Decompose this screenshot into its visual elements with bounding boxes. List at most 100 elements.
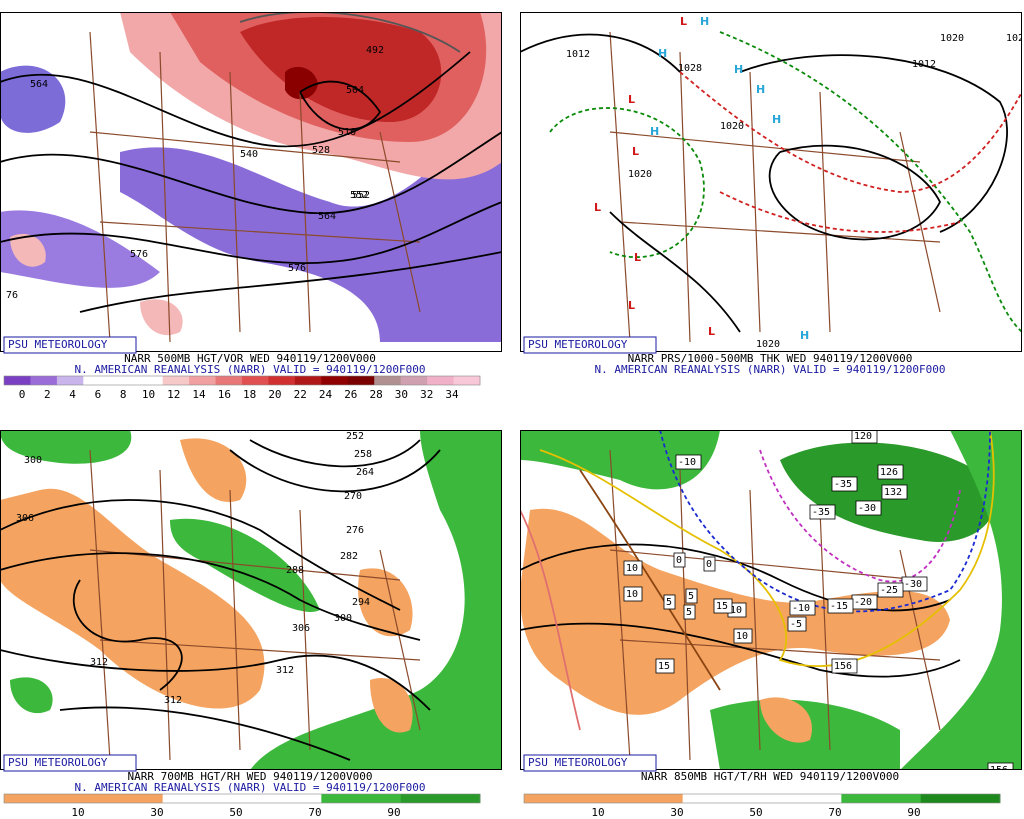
contour xyxy=(0,131,502,215)
map-label: 576 xyxy=(288,263,306,274)
state-border xyxy=(229,489,241,751)
map-label: 516 xyxy=(338,127,356,138)
map-shading xyxy=(0,430,132,464)
caption: NARR 500MB HGT/VOR WED 940119/1200V000 xyxy=(124,352,376,365)
colorbar-label: 12 xyxy=(167,388,180,401)
contour xyxy=(520,622,961,678)
colorbar-label: 32 xyxy=(420,388,433,401)
colorbar-segment xyxy=(920,794,1001,803)
map-shading xyxy=(0,65,66,133)
map-label: 312 xyxy=(90,657,108,668)
state-border xyxy=(99,639,421,661)
label-box xyxy=(685,588,698,604)
colorbar-frame xyxy=(3,375,481,386)
state-border xyxy=(159,51,171,343)
map-label: 1020 xyxy=(720,121,744,132)
map-label: 1020 xyxy=(940,33,964,44)
pressure-center: H xyxy=(772,113,781,126)
map-label: 564 xyxy=(318,211,336,222)
colorbar-frame xyxy=(523,793,1001,804)
state-border xyxy=(749,489,761,751)
colorbar-segment xyxy=(215,376,243,385)
map-label: 5 xyxy=(688,591,694,602)
colorbar-label: 50 xyxy=(749,806,762,819)
logo: PSU METEOROLOGY xyxy=(528,756,628,769)
pressure-center: L xyxy=(632,145,639,158)
caption: NARR 850MB HGT/T/RH WED 940119/1200V000 xyxy=(641,770,899,783)
contour xyxy=(0,649,431,711)
label-box xyxy=(675,454,702,470)
subcaption: N. AMERICAN REANALYSIS (NARR) VALID = 94… xyxy=(595,363,946,376)
contour xyxy=(249,439,421,468)
map-label: 10 xyxy=(736,631,748,642)
state-border xyxy=(609,449,631,761)
state-border xyxy=(609,131,921,163)
label-box xyxy=(877,464,904,480)
colorbar-segment xyxy=(162,794,243,803)
colorbar-segment xyxy=(321,794,402,803)
colorbar-label: 2 xyxy=(44,388,51,401)
contour xyxy=(520,543,951,612)
state-border xyxy=(89,131,401,163)
label-box xyxy=(673,552,686,568)
map-label: 1012 xyxy=(912,59,936,70)
pressure-center: L xyxy=(708,325,715,338)
state-border xyxy=(819,91,831,333)
colorbar-label: 26 xyxy=(344,388,357,401)
colorbar-label: 24 xyxy=(319,388,333,401)
label-box xyxy=(663,594,676,610)
state-border xyxy=(819,509,831,751)
label-box xyxy=(683,604,696,620)
colorbar-label: 34 xyxy=(445,388,459,401)
map-frame xyxy=(520,12,1022,352)
map-shading xyxy=(10,233,46,267)
map-label: 5 xyxy=(686,607,692,618)
label-box xyxy=(855,500,882,516)
label-box xyxy=(623,586,643,602)
label-box xyxy=(703,556,716,572)
label-box xyxy=(827,598,854,614)
colorbar-label: 30 xyxy=(670,806,683,819)
map-label: -10 xyxy=(678,457,696,468)
map-label: 156 xyxy=(990,765,1008,776)
map-shading xyxy=(180,438,247,502)
contour xyxy=(73,579,183,691)
colorbar-label: 14 xyxy=(192,388,206,401)
pressure-center: H xyxy=(756,83,765,96)
map-label: 15 xyxy=(658,661,670,672)
map-label: -25 xyxy=(880,585,898,596)
contour xyxy=(539,430,995,668)
colorbar-label: 18 xyxy=(243,388,256,401)
colorbar-segment xyxy=(136,376,164,385)
map-label: 126 xyxy=(880,467,898,478)
pressure-center: H xyxy=(650,125,659,138)
colorbar-label: 70 xyxy=(828,806,841,819)
state-border xyxy=(89,549,401,581)
map-label: 1020 xyxy=(628,169,652,180)
colorbar-segment xyxy=(321,376,349,385)
colorbar-segment xyxy=(56,376,84,385)
colorbar-segment xyxy=(109,376,137,385)
colorbar-label: 10 xyxy=(591,806,604,819)
logo-box xyxy=(523,754,657,772)
colorbar-label: 28 xyxy=(369,388,382,401)
map-shading xyxy=(285,66,318,100)
map-label: 0 xyxy=(706,559,712,570)
caption: NARR PRS/1000-500MB THK WED 940119/1200V… xyxy=(628,352,913,365)
map-label: 306 xyxy=(292,623,310,634)
map-label: 258 xyxy=(354,449,372,460)
contour xyxy=(299,80,382,131)
state-border xyxy=(619,221,941,243)
colorbar-label: 30 xyxy=(150,806,163,819)
pressure-center: H xyxy=(700,15,709,28)
state-border xyxy=(299,509,311,751)
colorbar-label: 90 xyxy=(387,806,400,819)
contour xyxy=(759,449,961,583)
subcaption: N. AMERICAN REANALYSIS (NARR) VALID = 94… xyxy=(75,781,426,794)
map-shading xyxy=(520,430,720,490)
colorbar-segment xyxy=(347,376,375,385)
contour xyxy=(549,107,705,258)
map-label: 552 xyxy=(352,190,370,201)
contour xyxy=(0,499,401,611)
contour xyxy=(579,469,721,691)
